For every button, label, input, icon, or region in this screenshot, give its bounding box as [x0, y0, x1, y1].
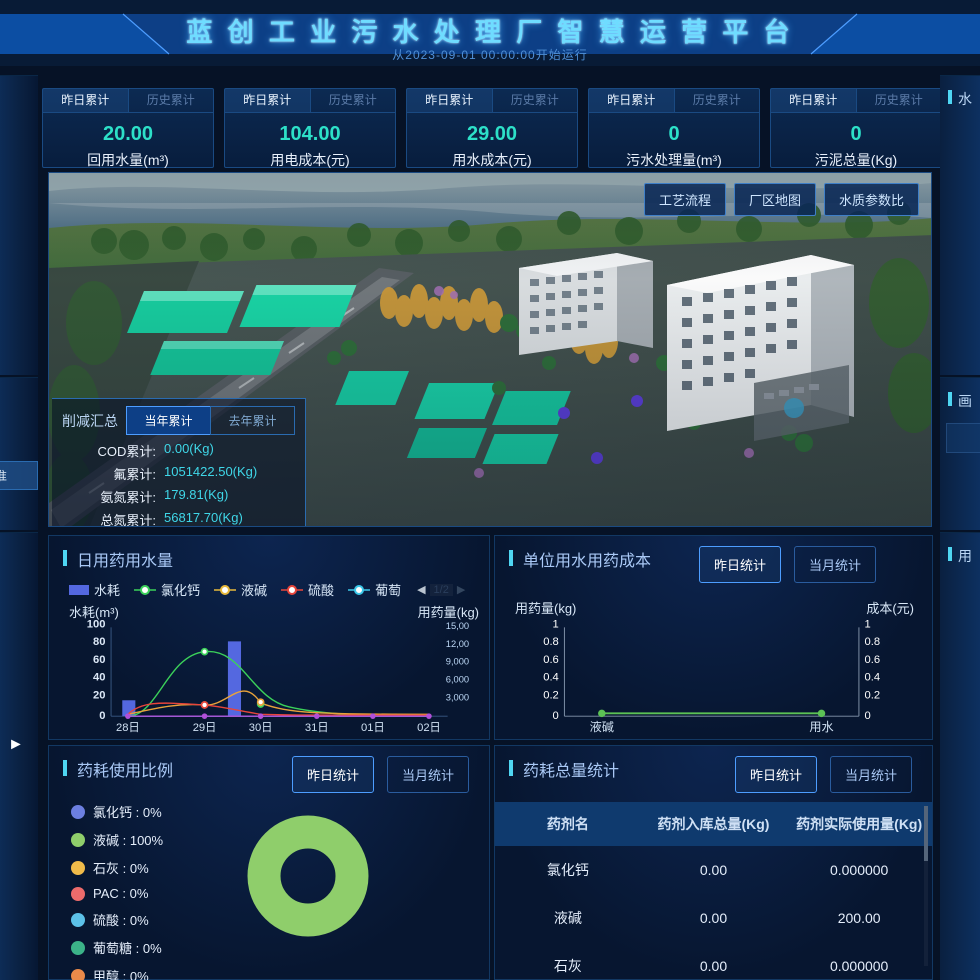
svg-text:30日: 30日 — [249, 722, 273, 733]
svg-text:0.6: 0.6 — [543, 654, 559, 666]
svg-text:31日: 31日 — [305, 722, 329, 733]
svg-text:0.4: 0.4 — [865, 672, 881, 684]
svg-text:用水: 用水 — [809, 720, 833, 733]
svg-text:01日: 01日 — [361, 722, 385, 733]
svg-text:100: 100 — [87, 618, 106, 630]
svg-text:40: 40 — [93, 672, 105, 684]
svg-text:0: 0 — [865, 710, 871, 722]
svg-text:0.8: 0.8 — [543, 636, 559, 648]
svg-text:29日: 29日 — [193, 722, 217, 733]
svg-text:0.2: 0.2 — [865, 689, 881, 701]
svg-text:1: 1 — [553, 618, 559, 630]
svg-text:12,00: 12,00 — [446, 639, 469, 649]
svg-text:15,00: 15,00 — [446, 621, 469, 631]
svg-text:0.8: 0.8 — [865, 636, 881, 648]
svg-text:0: 0 — [553, 710, 559, 722]
svg-text:9,000: 9,000 — [446, 657, 469, 667]
svg-text:1: 1 — [865, 618, 871, 630]
svg-text:60: 60 — [93, 654, 105, 666]
svg-text:6,000: 6,000 — [446, 675, 469, 685]
svg-text:0: 0 — [99, 710, 105, 722]
svg-text:20: 20 — [93, 689, 105, 701]
svg-text:液碱: 液碱 — [590, 719, 614, 733]
svg-text:0.2: 0.2 — [543, 689, 559, 701]
svg-text:0.4: 0.4 — [543, 672, 559, 684]
svg-text:0.6: 0.6 — [865, 654, 881, 666]
svg-text:02日: 02日 — [417, 722, 441, 733]
svg-text:3,000: 3,000 — [446, 692, 469, 702]
svg-text:28日: 28日 — [116, 722, 140, 733]
svg-text:80: 80 — [93, 636, 105, 648]
